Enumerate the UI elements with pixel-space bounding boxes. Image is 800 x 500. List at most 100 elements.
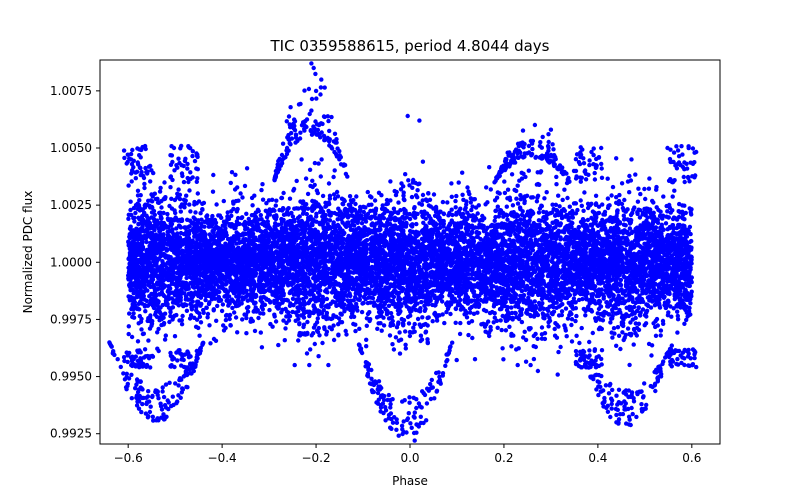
data-point (139, 327, 144, 332)
data-point (576, 297, 582, 303)
data-point (614, 343, 619, 348)
data-point (631, 342, 636, 347)
data-point (553, 225, 558, 230)
data-point (303, 176, 309, 181)
data-point (531, 344, 536, 349)
data-point (182, 205, 187, 210)
data-point (498, 318, 503, 323)
data-point (515, 362, 520, 368)
data-point (646, 186, 652, 191)
data-point (376, 309, 382, 315)
data-point (301, 199, 306, 204)
data-point (304, 202, 309, 207)
data-point (523, 359, 529, 364)
data-point (168, 313, 173, 319)
data-point (420, 315, 425, 320)
data-point (495, 325, 500, 330)
data-point (453, 205, 458, 210)
data-point (187, 202, 192, 207)
data-point (157, 210, 162, 216)
data-point (259, 345, 265, 350)
data-point (372, 198, 378, 203)
data-point (449, 181, 454, 186)
data-point (581, 306, 586, 312)
data-point (354, 194, 359, 199)
data-point (340, 202, 346, 207)
chart-title: TIC 0359588615, period 4.8044 days (269, 37, 549, 55)
data-point (223, 317, 229, 323)
data-point (675, 317, 681, 322)
data-point (132, 215, 137, 220)
data-point (375, 326, 380, 331)
data-point (161, 210, 166, 216)
data-point (582, 190, 587, 195)
data-point (332, 196, 338, 201)
data-point (616, 333, 622, 338)
data-point (316, 354, 321, 359)
data-point (675, 313, 680, 319)
data-point (128, 199, 133, 204)
data-point (610, 184, 616, 190)
data-point (268, 321, 273, 327)
data-point (605, 176, 610, 181)
data-point (423, 306, 428, 312)
data-point (324, 296, 330, 302)
data-point (539, 203, 544, 208)
data-point (627, 173, 632, 179)
data-point (688, 231, 693, 237)
data-point (415, 188, 420, 193)
data-point (643, 321, 649, 326)
data-point (359, 221, 365, 226)
data-point (466, 332, 471, 338)
data-point (427, 197, 433, 202)
data-point (507, 324, 512, 329)
data-point (470, 204, 475, 209)
data-point (363, 219, 369, 224)
data-point (419, 337, 425, 342)
data-point (503, 328, 509, 333)
data-point (193, 210, 198, 215)
data-point (600, 318, 606, 323)
data-point (318, 174, 323, 179)
data-point (610, 316, 615, 321)
data-point (453, 198, 458, 204)
data-point (402, 208, 407, 213)
data-point (556, 193, 561, 198)
data-point (687, 224, 693, 230)
data-point (232, 310, 237, 315)
data-point (315, 316, 320, 321)
data-point (556, 324, 561, 329)
data-point (620, 330, 625, 335)
data-point (663, 221, 669, 226)
data-point (167, 319, 172, 325)
data-point (397, 351, 403, 356)
data-point (689, 207, 694, 212)
data-point (296, 338, 301, 343)
data-point (221, 198, 226, 204)
data-point (647, 176, 652, 181)
data-point (308, 347, 313, 352)
data-point (258, 330, 263, 335)
data-point (359, 216, 365, 221)
data-point (642, 241, 647, 246)
data-point (534, 199, 540, 204)
data-point (618, 346, 623, 352)
data-point (409, 194, 415, 200)
data-point (179, 217, 185, 222)
data-point (364, 337, 369, 342)
data-point (401, 197, 406, 202)
data-point (298, 231, 303, 237)
data-point (320, 340, 325, 346)
data-point (633, 172, 638, 177)
data-point (388, 179, 393, 184)
data-point (165, 211, 170, 217)
data-point (414, 221, 419, 227)
data-point (569, 322, 574, 328)
data-point (185, 297, 191, 302)
data-point (250, 203, 255, 208)
data-point (127, 311, 132, 316)
data-point (550, 260, 555, 265)
data-point (487, 165, 492, 170)
data-point (627, 190, 632, 195)
data-point (587, 339, 592, 345)
